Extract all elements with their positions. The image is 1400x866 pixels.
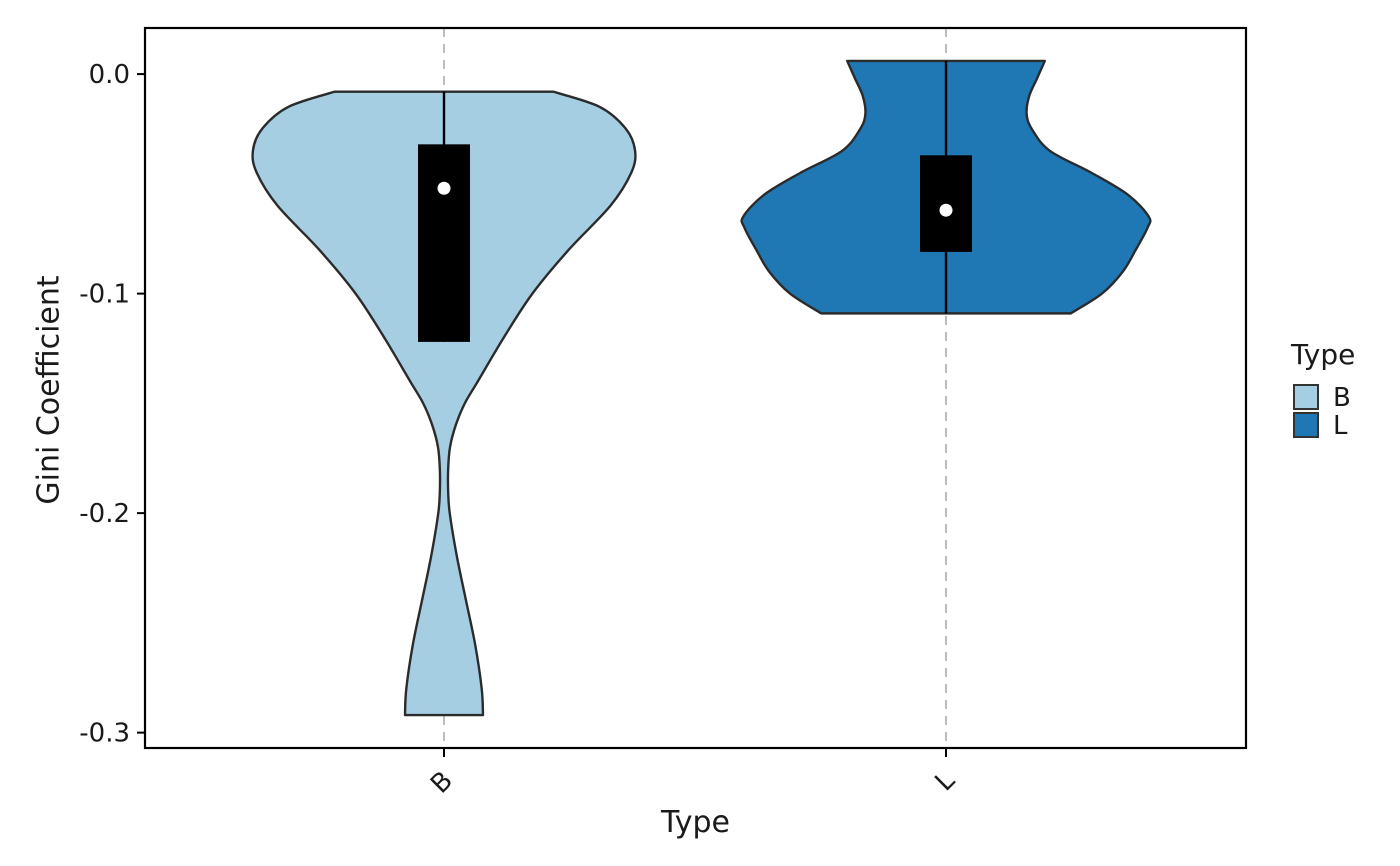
y-tick-label: 0.0: [89, 60, 130, 90]
legend-label-b: B: [1333, 383, 1351, 413]
box-layer: [418, 60, 972, 342]
legend-swatch-b: [1293, 384, 1319, 410]
legend: Type B L: [1290, 338, 1355, 441]
legend-swatch-l: [1293, 412, 1319, 438]
plot-frame: [143, 26, 1248, 750]
violin-layer: [251, 59, 1152, 717]
y-tick-label: -0.3: [79, 719, 130, 749]
box-b: [418, 144, 470, 342]
legend-label-l: L: [1333, 411, 1348, 441]
y-tick-label: -0.1: [79, 280, 130, 310]
y-axis-title: Gini Coefficient: [32, 275, 67, 505]
x-axis-title: Type: [660, 805, 730, 840]
legend-title: Type: [1290, 338, 1355, 371]
legend-item-b: B: [1293, 383, 1351, 413]
box-l: [920, 155, 972, 252]
x-tick-label: L: [929, 765, 961, 797]
y-tick-label: -0.2: [79, 499, 130, 529]
violin-b: [251, 90, 637, 717]
x-tick-label: B: [425, 766, 459, 800]
median-point-b: [437, 181, 451, 195]
legend-item-l: L: [1293, 411, 1348, 441]
median-point-l: [939, 203, 953, 217]
